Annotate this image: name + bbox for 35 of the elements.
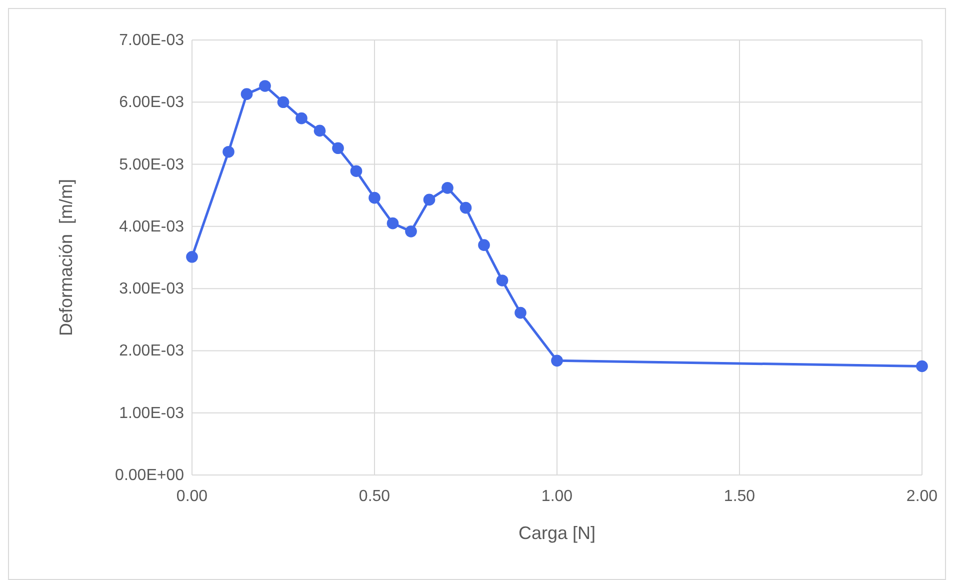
point xyxy=(514,306,526,319)
point xyxy=(277,96,290,108)
point xyxy=(405,225,417,238)
y-tick-label: 6.00E-03 xyxy=(119,94,184,112)
point xyxy=(386,217,399,230)
y-tick-label: 1.00E-03 xyxy=(119,404,184,422)
point xyxy=(350,165,362,178)
x-axis-title: Carga [N] xyxy=(518,523,596,543)
y-axis-title: Deformación [m/m] xyxy=(56,178,76,336)
point xyxy=(423,194,436,206)
point xyxy=(496,274,508,286)
point xyxy=(222,146,234,158)
point xyxy=(478,239,490,251)
point xyxy=(259,80,271,92)
y-tick-label: 3.00E-03 xyxy=(119,280,184,298)
x-tick-label: 1.00 xyxy=(541,488,573,505)
point xyxy=(916,360,928,372)
y-tick-label: 5.00E-03 xyxy=(119,156,184,174)
y-tick-label: 0.00E+00 xyxy=(115,467,184,484)
y-tick-label: 7.00E-03 xyxy=(119,32,184,49)
x-tick-label: 1.50 xyxy=(724,488,756,505)
x-tick-label: 0.00 xyxy=(176,488,208,505)
point xyxy=(442,182,454,194)
point xyxy=(551,354,563,367)
point xyxy=(314,124,326,137)
point xyxy=(460,202,472,214)
point xyxy=(296,112,308,124)
point xyxy=(240,88,253,100)
y-tick-label: 4.00E-03 xyxy=(119,218,184,236)
point xyxy=(368,192,380,204)
point xyxy=(186,250,198,263)
x-tick-label: 0.50 xyxy=(358,488,390,505)
y-tick-label: 2.00E-03 xyxy=(119,342,184,360)
point xyxy=(332,142,344,154)
x-tick-label: 2.00 xyxy=(906,488,938,505)
